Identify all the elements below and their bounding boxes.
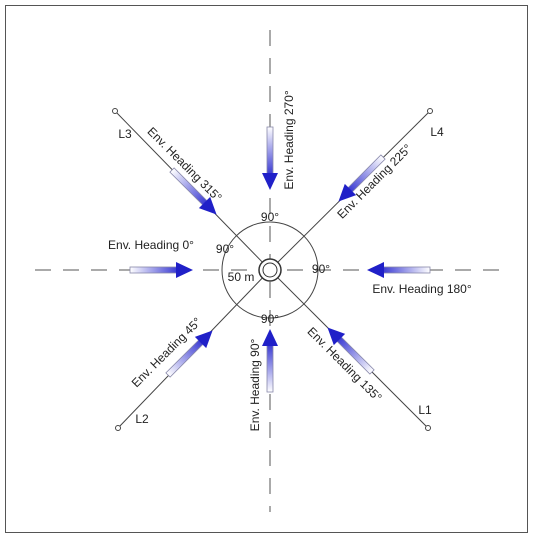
heading-label: Env. Heading 135° xyxy=(305,324,385,404)
angle-label: 90° xyxy=(312,262,330,276)
radius-circle xyxy=(221,221,319,319)
heading-label: Env. Heading 270° xyxy=(282,90,296,190)
line-label: L4 xyxy=(430,125,444,139)
heading-arrow xyxy=(165,330,213,378)
anchor xyxy=(427,108,433,114)
heading-label: Env. Heading 90° xyxy=(248,338,262,431)
anchor xyxy=(425,425,431,431)
radius-label: 50 m xyxy=(228,270,255,284)
anchor xyxy=(112,108,118,114)
line-label: L1 xyxy=(418,403,432,417)
vessel-inner xyxy=(262,262,278,278)
angle-label: 90° xyxy=(261,210,279,224)
heading-arrow xyxy=(262,126,278,190)
angle-label: 90° xyxy=(261,312,279,326)
angle-label: 90° xyxy=(216,242,234,256)
anchor xyxy=(115,425,121,431)
line-label: L3 xyxy=(118,127,132,141)
heading-label: Env. Heading 225° xyxy=(334,141,414,221)
heading-arrow xyxy=(129,262,193,278)
heading-arrow xyxy=(367,262,431,278)
heading-label: Env. Heading 0° xyxy=(108,238,194,252)
heading-label: Env. Heading 180° xyxy=(372,282,472,296)
heading-label: Env. Heading 315° xyxy=(145,124,225,204)
frame xyxy=(5,5,528,533)
heading-arrow xyxy=(262,329,278,393)
heading-arrow xyxy=(169,167,217,215)
heading-arrow xyxy=(327,327,375,375)
line-label: L2 xyxy=(135,412,149,426)
heading-arrow xyxy=(338,154,386,202)
